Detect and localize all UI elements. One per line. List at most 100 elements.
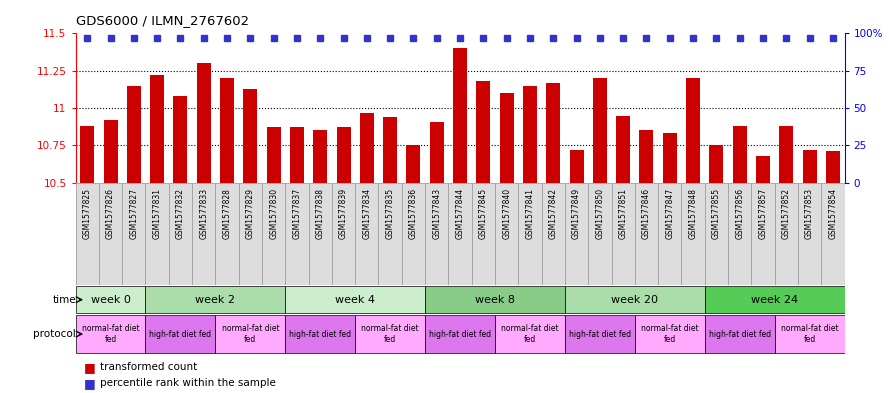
Text: GSM1577831: GSM1577831 — [153, 188, 162, 239]
Bar — [220, 78, 234, 183]
Bar — [290, 127, 304, 183]
Bar — [780, 126, 793, 183]
Bar — [406, 145, 420, 183]
Bar — [495, 183, 518, 285]
Text: normal-fat diet
fed: normal-fat diet fed — [501, 324, 559, 344]
Bar — [99, 183, 122, 285]
Bar — [267, 127, 281, 183]
Bar — [150, 75, 164, 183]
Text: high-fat diet fed: high-fat diet fed — [289, 330, 351, 338]
Bar — [192, 183, 215, 285]
Text: GSM1577843: GSM1577843 — [432, 188, 441, 239]
Bar — [826, 151, 840, 183]
Text: GSM1577845: GSM1577845 — [479, 188, 488, 239]
Bar — [448, 183, 472, 285]
Bar — [495, 315, 565, 353]
Text: protocol: protocol — [33, 329, 76, 339]
Bar — [127, 86, 140, 183]
Text: GSM1577841: GSM1577841 — [525, 188, 534, 239]
Bar — [169, 183, 192, 285]
Bar — [146, 183, 169, 285]
Bar — [705, 286, 845, 313]
Text: week 20: week 20 — [612, 295, 659, 305]
Bar — [705, 183, 728, 285]
Bar — [173, 96, 188, 183]
Text: GSM1577844: GSM1577844 — [455, 188, 465, 239]
Bar — [803, 150, 817, 183]
Text: GSM1577830: GSM1577830 — [269, 188, 278, 239]
Text: week 24: week 24 — [751, 295, 798, 305]
Text: normal-fat diet
fed: normal-fat diet fed — [781, 324, 838, 344]
Text: GSM1577827: GSM1577827 — [129, 188, 139, 239]
Text: GSM1577840: GSM1577840 — [502, 188, 511, 239]
Bar — [477, 81, 491, 183]
Text: GSM1577835: GSM1577835 — [386, 188, 395, 239]
Text: week 8: week 8 — [475, 295, 515, 305]
Bar — [356, 315, 425, 353]
Text: GSM1577832: GSM1577832 — [176, 188, 185, 239]
Bar — [612, 183, 635, 285]
Text: transformed count: transformed count — [100, 362, 197, 373]
Text: GSM1577853: GSM1577853 — [805, 188, 814, 239]
Bar — [658, 183, 682, 285]
Bar — [356, 183, 379, 285]
Text: GSM1577838: GSM1577838 — [316, 188, 324, 239]
Bar — [76, 315, 146, 353]
Bar — [285, 315, 356, 353]
Bar — [332, 183, 356, 285]
Text: week 0: week 0 — [91, 295, 131, 305]
Bar — [635, 315, 705, 353]
Bar — [565, 315, 635, 353]
Text: ■: ■ — [84, 376, 100, 390]
Text: high-fat diet fed: high-fat diet fed — [429, 330, 491, 338]
Bar — [518, 183, 541, 285]
Bar — [541, 183, 565, 285]
Bar — [379, 183, 402, 285]
Text: GSM1577851: GSM1577851 — [619, 188, 628, 239]
Bar — [663, 134, 677, 183]
Bar — [565, 183, 589, 285]
Text: GSM1577857: GSM1577857 — [758, 188, 767, 239]
Text: GSM1577850: GSM1577850 — [596, 188, 605, 239]
Bar — [570, 150, 583, 183]
Bar — [756, 156, 770, 183]
Text: ■: ■ — [84, 361, 100, 374]
Bar — [682, 183, 705, 285]
Bar — [472, 183, 495, 285]
Bar — [425, 315, 495, 353]
Bar — [728, 183, 751, 285]
Text: GSM1577852: GSM1577852 — [781, 188, 791, 239]
Bar — [244, 89, 257, 183]
Bar — [565, 286, 705, 313]
Bar — [500, 93, 514, 183]
Bar — [523, 86, 537, 183]
Bar — [589, 183, 612, 285]
Bar — [774, 183, 798, 285]
Bar — [733, 126, 747, 183]
Text: high-fat diet fed: high-fat diet fed — [709, 330, 771, 338]
Text: week 4: week 4 — [335, 295, 375, 305]
Text: GSM1577854: GSM1577854 — [829, 188, 837, 239]
Text: normal-fat diet
fed: normal-fat diet fed — [361, 324, 419, 344]
Bar — [308, 183, 332, 285]
Text: time: time — [52, 295, 76, 305]
Bar — [774, 315, 845, 353]
Text: normal-fat diet
fed: normal-fat diet fed — [221, 324, 279, 344]
Bar — [238, 183, 262, 285]
Bar — [709, 145, 724, 183]
Text: high-fat diet fed: high-fat diet fed — [149, 330, 212, 338]
Bar — [429, 121, 444, 183]
Bar — [360, 112, 374, 183]
Bar — [635, 183, 658, 285]
Text: GSM1577836: GSM1577836 — [409, 188, 418, 239]
Text: percentile rank within the sample: percentile rank within the sample — [100, 378, 276, 388]
Text: GSM1577828: GSM1577828 — [222, 188, 231, 239]
Bar — [425, 286, 565, 313]
Text: GSM1577848: GSM1577848 — [689, 188, 698, 239]
Bar — [76, 183, 99, 285]
Text: GSM1577855: GSM1577855 — [712, 188, 721, 239]
Text: GSM1577833: GSM1577833 — [199, 188, 208, 239]
Bar — [122, 183, 146, 285]
Bar — [196, 63, 211, 183]
Text: GSM1577839: GSM1577839 — [339, 188, 348, 239]
